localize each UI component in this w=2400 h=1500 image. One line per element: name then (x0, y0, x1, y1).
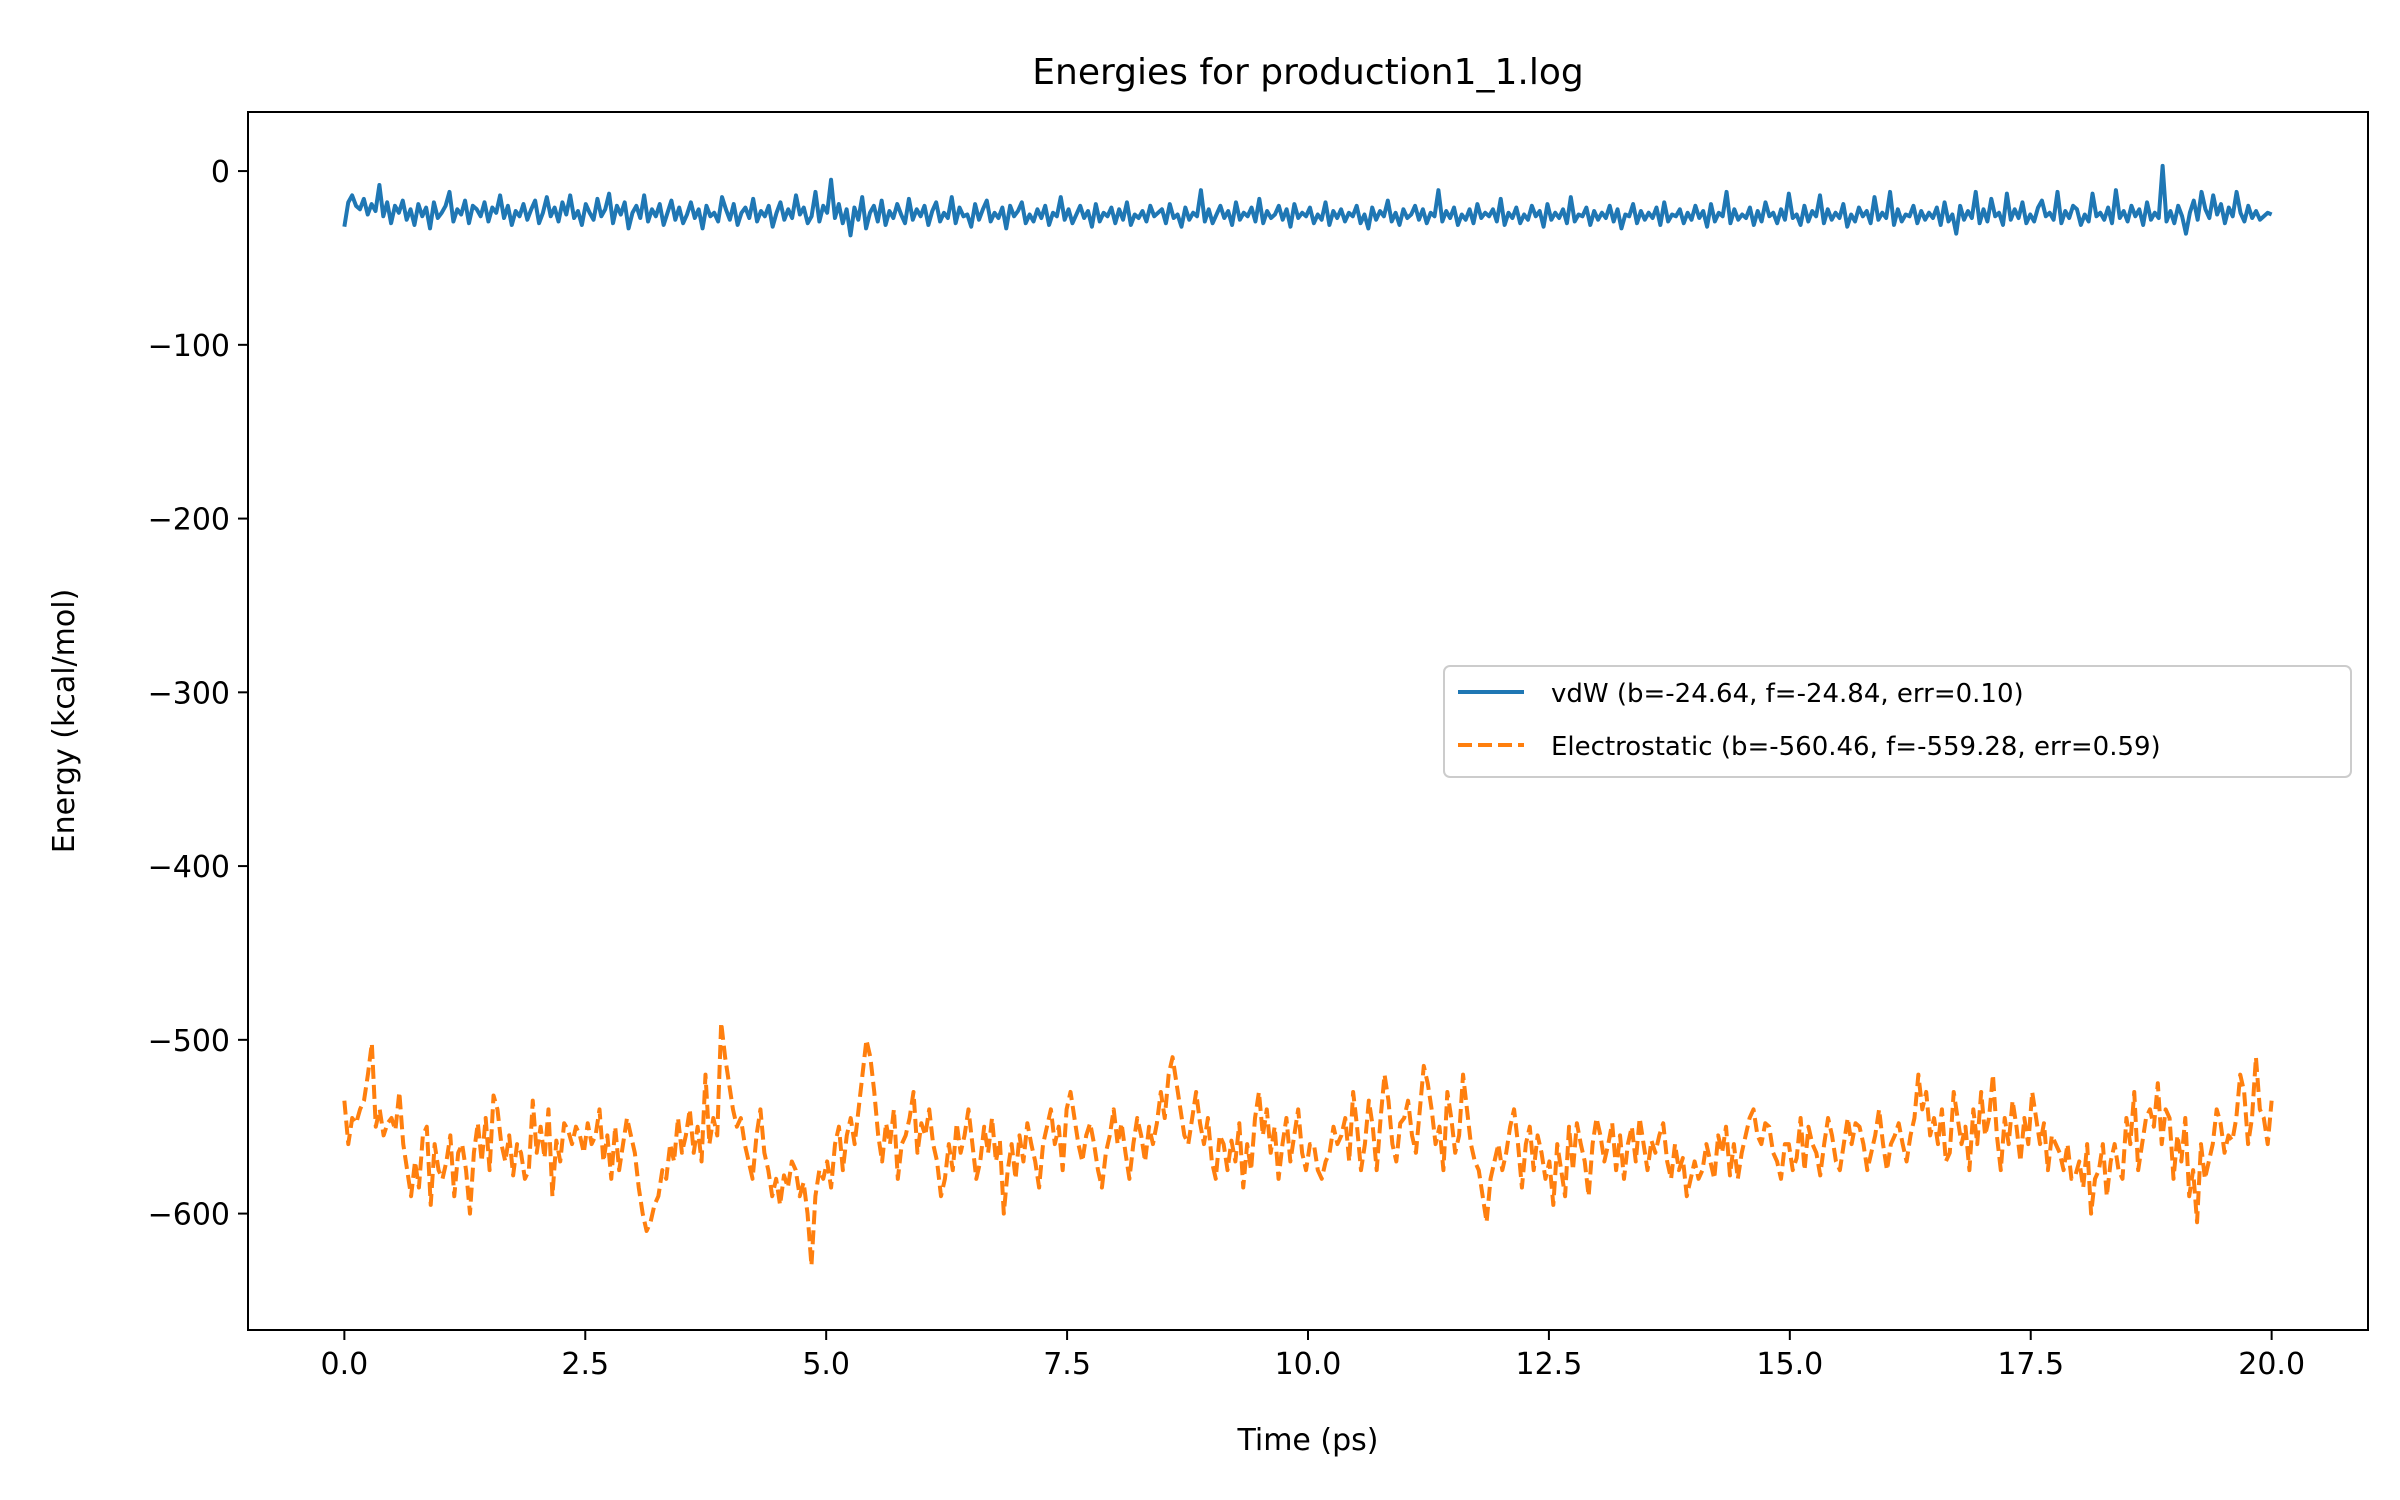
y-axis-label: Energy (kcal/mol) (47, 589, 82, 854)
series-line-electrostatic (342, 1020, 2274, 1268)
x-tick-label: 0.0 (321, 1347, 369, 1382)
x-tick-label: 5.0 (802, 1347, 850, 1382)
legend: vdW (b=-24.64, f=-24.84, err=0.10) Elect… (1443, 665, 2352, 778)
x-tick-label: 10.0 (1275, 1347, 1342, 1382)
x-tick-label: 7.5 (1043, 1347, 1091, 1382)
legend-label-vdw: vdW (b=-24.64, f=-24.84, err=0.10) (1551, 679, 2024, 709)
legend-box (1443, 665, 2352, 778)
y-tick-label: −100 (148, 329, 230, 364)
y-tick-label: −300 (148, 676, 230, 711)
chart-title: Energies for production1_1.log (1032, 52, 1583, 93)
y-tick-label: −400 (148, 850, 230, 885)
series-line-vdw (342, 163, 2273, 238)
y-axis: 0 −100 −200 −300 −400 −500 −600 (148, 155, 248, 1233)
x-axis-label: Time (ps) (1236, 1423, 1378, 1458)
x-tick-label: 17.5 (1997, 1347, 2064, 1382)
y-tick-label: −600 (148, 1198, 230, 1233)
y-tick-label: 0 (211, 155, 230, 190)
y-tick-label: −500 (148, 1024, 230, 1059)
x-tick-label: 2.5 (561, 1347, 609, 1382)
x-tick-label: 15.0 (1756, 1347, 1823, 1382)
x-tick-label: 12.5 (1516, 1347, 1583, 1382)
y-tick-label: −200 (148, 503, 230, 538)
series-layer (342, 163, 2274, 1268)
x-axis: 0.0 2.5 5.0 7.5 10.0 12.5 15.0 17.5 20.0 (321, 1330, 2305, 1382)
x-tick-label: 20.0 (2238, 1347, 2305, 1382)
legend-label-electrostatic: Electrostatic (b=-560.46, f=-559.28, err… (1551, 732, 2161, 762)
